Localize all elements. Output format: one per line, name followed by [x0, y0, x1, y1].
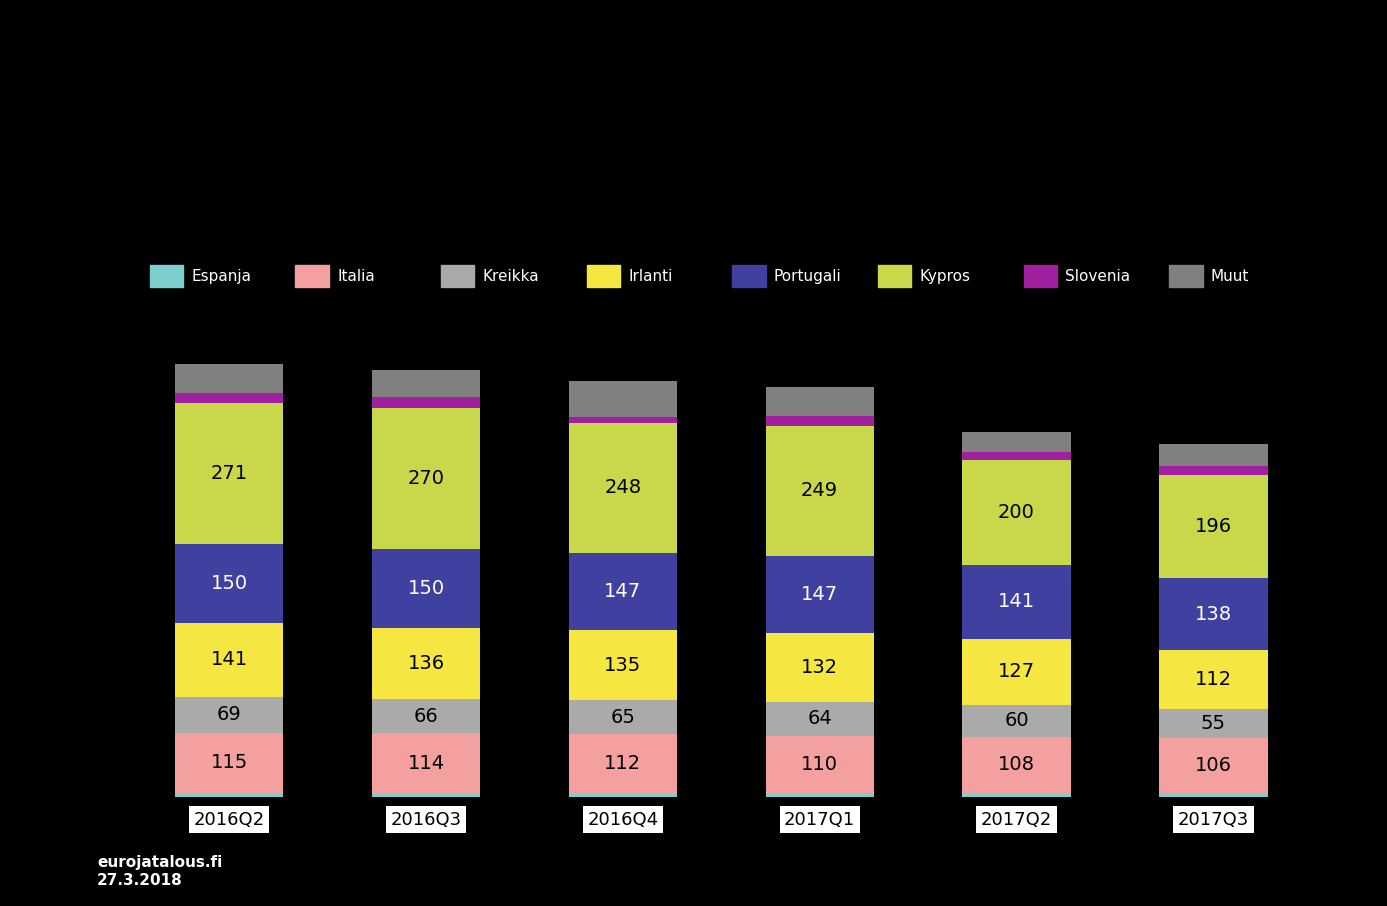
Bar — [372, 408, 480, 549]
Text: 249: 249 — [802, 481, 838, 500]
Text: 132: 132 — [802, 658, 838, 677]
Bar — [963, 737, 1071, 793]
Text: 150: 150 — [408, 579, 444, 598]
Text: 2017Q1: 2017Q1 — [784, 811, 856, 829]
Text: 2016Q3: 2016Q3 — [390, 811, 462, 829]
Text: 136: 136 — [408, 654, 444, 673]
Bar — [372, 734, 480, 793]
Bar — [1160, 444, 1268, 466]
Bar — [569, 735, 677, 793]
Bar — [1160, 737, 1268, 793]
Bar — [963, 793, 1071, 797]
Text: 271: 271 — [211, 464, 248, 483]
Bar — [372, 699, 480, 734]
Bar — [372, 549, 480, 628]
Text: Kypros: Kypros — [920, 269, 971, 284]
Bar — [569, 700, 677, 735]
Bar — [175, 393, 283, 402]
Text: 147: 147 — [802, 585, 838, 604]
Text: 270: 270 — [408, 469, 444, 488]
Text: 200: 200 — [999, 503, 1035, 522]
Bar — [766, 388, 874, 416]
Bar — [175, 545, 283, 623]
Text: 127: 127 — [999, 662, 1035, 681]
Text: 2016Q2: 2016Q2 — [194, 811, 265, 829]
Bar — [569, 381, 677, 417]
Bar — [1160, 466, 1268, 476]
Text: 112: 112 — [1194, 670, 1232, 689]
Text: Espanja: Espanja — [191, 269, 251, 284]
Bar — [963, 705, 1071, 737]
Text: 147: 147 — [605, 582, 641, 601]
Bar — [1160, 793, 1268, 797]
Text: Muut: Muut — [1211, 269, 1250, 284]
Text: 55: 55 — [1201, 714, 1226, 733]
Bar — [175, 793, 283, 797]
Bar — [766, 416, 874, 426]
Text: Slovenia: Slovenia — [1065, 269, 1130, 284]
Text: 66: 66 — [413, 707, 438, 726]
Bar — [175, 364, 283, 393]
Bar — [766, 426, 874, 556]
Bar — [963, 639, 1071, 705]
Text: 2017Q3: 2017Q3 — [1178, 811, 1250, 829]
Text: 65: 65 — [610, 708, 635, 727]
Bar — [569, 553, 677, 630]
Text: 2017Q2: 2017Q2 — [981, 811, 1053, 829]
Text: 112: 112 — [605, 755, 641, 774]
Text: 115: 115 — [211, 754, 248, 773]
Bar — [372, 628, 480, 699]
Bar — [766, 793, 874, 797]
Bar — [1160, 578, 1268, 651]
Text: 110: 110 — [802, 755, 838, 774]
Bar — [1160, 708, 1268, 737]
Text: Italia: Italia — [337, 269, 374, 284]
Bar — [372, 398, 480, 408]
Text: 108: 108 — [999, 756, 1035, 775]
Text: 106: 106 — [1196, 756, 1232, 775]
Bar — [766, 702, 874, 736]
Text: 64: 64 — [807, 709, 832, 728]
Bar — [766, 633, 874, 702]
Bar — [1160, 476, 1268, 578]
Bar — [766, 556, 874, 633]
Bar — [569, 793, 677, 797]
Text: Irlanti: Irlanti — [628, 269, 673, 284]
Bar — [1160, 651, 1268, 708]
Bar — [175, 697, 283, 733]
Bar — [175, 402, 283, 545]
Text: eurojatalous.fi
27.3.2018: eurojatalous.fi 27.3.2018 — [97, 855, 222, 888]
Bar — [569, 417, 677, 423]
Text: 248: 248 — [605, 478, 641, 497]
Bar — [569, 630, 677, 700]
Bar — [963, 432, 1071, 452]
Text: 135: 135 — [605, 656, 641, 675]
Bar — [766, 736, 874, 793]
Text: 138: 138 — [1194, 604, 1232, 623]
Text: 141: 141 — [211, 651, 248, 670]
Text: Kreikka: Kreikka — [483, 269, 540, 284]
Text: 2016Q4: 2016Q4 — [587, 811, 659, 829]
Text: 141: 141 — [999, 593, 1035, 612]
Bar — [372, 371, 480, 398]
Bar — [175, 623, 283, 697]
Bar — [963, 564, 1071, 639]
Bar — [569, 423, 677, 553]
Text: 196: 196 — [1194, 517, 1232, 536]
Text: 60: 60 — [1004, 711, 1029, 730]
Bar — [963, 452, 1071, 460]
Bar — [175, 733, 283, 793]
Bar — [963, 460, 1071, 564]
Text: 69: 69 — [216, 706, 241, 724]
Text: Portugali: Portugali — [774, 269, 842, 284]
Text: 150: 150 — [211, 574, 248, 593]
Text: 114: 114 — [408, 754, 444, 773]
Bar — [372, 793, 480, 797]
